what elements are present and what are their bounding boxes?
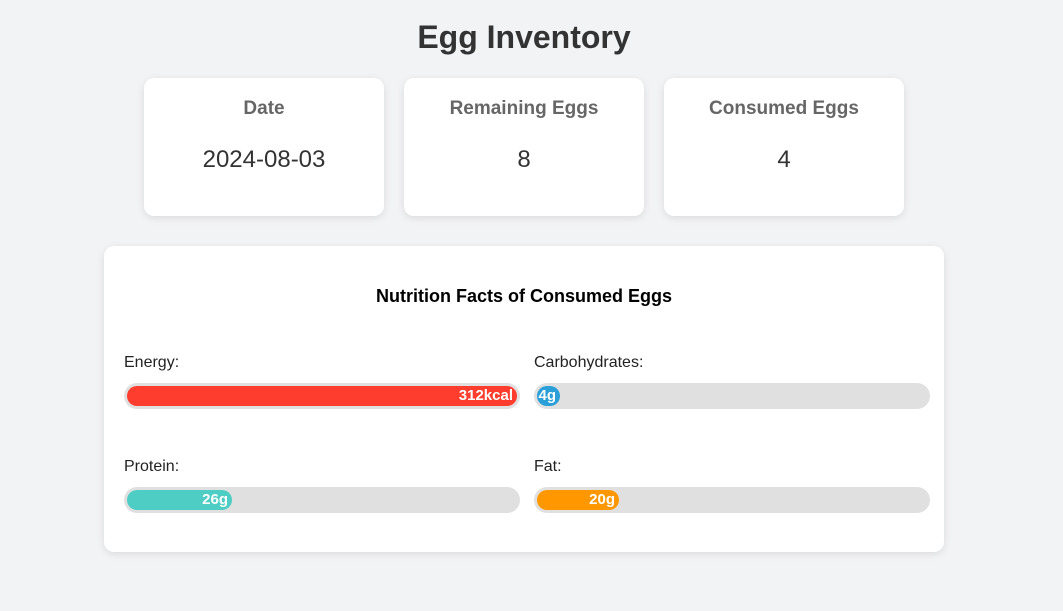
consumed-eggs-value: 4 <box>777 146 791 173</box>
protein-bar-fill: 26g <box>127 490 232 510</box>
nutrition-title: Nutrition Facts of Consumed Eggs <box>375 286 672 306</box>
nutrition-panel: Nutrition Facts of Consumed Eggs Energy:… <box>104 246 944 552</box>
date-card: Date 2024-08-03 <box>144 78 384 216</box>
date-value: 2024-08-03 <box>202 146 326 173</box>
fat-label: Fat: <box>534 458 562 475</box>
energy-bar-track: 312kcal <box>124 383 520 409</box>
remaining-eggs-label: Remaining Eggs <box>449 98 599 119</box>
energy-bar-fill: 312kcal <box>127 386 517 406</box>
consumed-eggs-card: Consumed Eggs 4 <box>664 78 904 216</box>
fat-bar-track: 20g <box>534 487 930 513</box>
summary-cards: Date 2024-08-03 Remaining Eggs 8 Consume… <box>144 78 904 216</box>
protein-label: Protein: <box>124 458 180 475</box>
protein-bar-track: 26g <box>124 487 520 513</box>
carbohydrates-bar-track: 4g <box>534 383 930 409</box>
date-label: Date <box>243 98 285 119</box>
carbohydrates-label: Carbohydrates: <box>534 354 644 371</box>
fat-bar-fill: 20g <box>537 490 619 510</box>
carbohydrates-nutrient: Carbohydrates: 4g <box>534 354 930 409</box>
protein-nutrient: Protein: 26g <box>124 458 520 513</box>
remaining-eggs-value: 8 <box>517 146 531 173</box>
energy-nutrient: Energy: 312kcal <box>124 354 520 409</box>
consumed-eggs-label: Consumed Eggs <box>709 98 859 119</box>
remaining-eggs-card: Remaining Eggs 8 <box>404 78 644 216</box>
energy-label: Energy: <box>124 354 180 371</box>
carbohydrates-bar-fill: 4g <box>537 386 560 406</box>
page-title: Egg Inventory <box>417 19 631 55</box>
fat-nutrient: Fat: 20g <box>534 458 930 513</box>
